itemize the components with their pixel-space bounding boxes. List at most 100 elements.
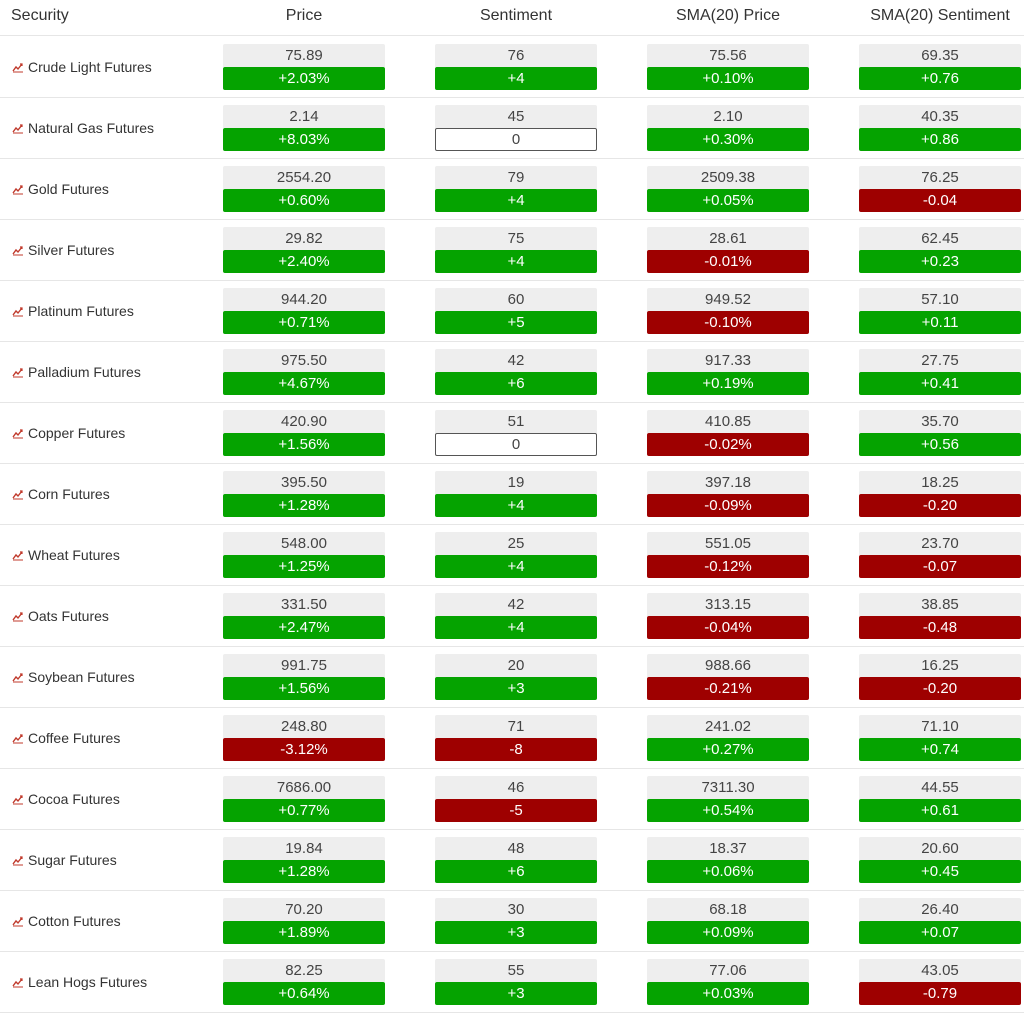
sentiment-value: 46	[435, 776, 597, 799]
header-sentiment[interactable]: Sentiment	[479, 7, 553, 24]
sentiment-change-badge: -8	[435, 738, 597, 761]
sma-sentiment-cell: 18.25 -0.20	[859, 471, 1021, 517]
table-row: Natural Gas Futures 2.14 +8.03% 45 0 2.10 +0.3…	[0, 98, 1024, 159]
security-link[interactable]: Wheat Futures	[12, 547, 120, 565]
security-name: Crude Light Futures	[28, 59, 152, 75]
sentiment-change-badge: +4	[435, 494, 597, 517]
sma-sentiment-cell: 16.25 -0.20	[859, 654, 1021, 700]
sentiment-value: 75	[435, 227, 597, 250]
price-change-badge: +8.03%	[223, 128, 385, 151]
sma-price-value: 68.18	[647, 898, 809, 921]
security-link[interactable]: Silver Futures	[12, 242, 114, 260]
sma-price-cell: 241.02 +0.27%	[647, 715, 809, 761]
sentiment-change-badge: -5	[435, 799, 597, 822]
header-sma-sentiment[interactable]: SMA(20) Sentiment	[870, 7, 1010, 24]
security-link[interactable]: Natural Gas Futures	[12, 120, 154, 138]
sentiment-cell: 45 0	[435, 105, 597, 151]
sma-sentiment-value: 40.35	[859, 105, 1021, 128]
sentiment-value: 55	[435, 959, 597, 982]
security-name: Wheat Futures	[28, 547, 120, 563]
price-change-badge: +1.89%	[223, 921, 385, 944]
price-value: 975.50	[223, 349, 385, 372]
price-change-badge: -3.12%	[223, 738, 385, 761]
security-name: Cotton Futures	[28, 913, 121, 929]
sma-sentiment-change-badge: +0.41	[859, 372, 1021, 395]
sma-price-change-badge: -0.04%	[647, 616, 809, 639]
table-header: Security Price Sentiment SMA(20) Price S…	[0, 0, 1024, 36]
sentiment-cell: 42 +6	[435, 349, 597, 395]
price-change-badge: +0.64%	[223, 982, 385, 1005]
sma-price-change-badge: -0.02%	[647, 433, 809, 456]
sma-sentiment-cell: 35.70 +0.56	[859, 410, 1021, 456]
security-link[interactable]: Soybean Futures	[12, 669, 135, 687]
sentiment-cell: 19 +4	[435, 471, 597, 517]
security-link[interactable]: Crude Light Futures	[12, 59, 152, 77]
sentiment-value: 48	[435, 837, 597, 860]
sma-price-change-badge: +0.05%	[647, 189, 809, 212]
price-change-badge: +0.77%	[223, 799, 385, 822]
price-cell: 2554.20 +0.60%	[223, 166, 385, 212]
security-name: Natural Gas Futures	[28, 120, 155, 136]
header-sma-price[interactable]: SMA(20) Price	[675, 7, 781, 24]
security-link[interactable]: Platinum Futures	[12, 303, 134, 321]
security-link[interactable]: Lean Hogs Futures	[12, 974, 147, 992]
security-link[interactable]: Palladium Futures	[12, 364, 141, 382]
sma-sentiment-change-badge: +0.61	[859, 799, 1021, 822]
price-change-badge: +1.56%	[223, 433, 385, 456]
table-row: Corn Futures 395.50 +1.28% 19 +4 397.18 -0.09%…	[0, 464, 1024, 525]
sma-price-cell: 313.15 -0.04%	[647, 593, 809, 639]
security-link[interactable]: Sugar Futures	[12, 852, 117, 870]
chart-line-icon	[12, 364, 28, 380]
chart-line-icon	[12, 730, 28, 746]
price-value: 7686.00	[223, 776, 385, 799]
chart-line-icon	[12, 669, 28, 685]
security-link[interactable]: Coffee Futures	[12, 730, 120, 748]
security-name: Gold Futures	[28, 181, 109, 197]
sma-price-value: 2.10	[647, 105, 809, 128]
sentiment-change-badge: +4	[435, 250, 597, 273]
sma-price-change-badge: -0.21%	[647, 677, 809, 700]
sma-sentiment-cell: 26.40 +0.07	[859, 898, 1021, 944]
sentiment-value: 20	[435, 654, 597, 677]
sentiment-change-badge: +6	[435, 372, 597, 395]
sentiment-value: 42	[435, 349, 597, 372]
sentiment-cell: 71 -8	[435, 715, 597, 761]
table-row: Wheat Futures 548.00 +1.25% 25 +4 551.05 -0.12…	[0, 525, 1024, 586]
chart-line-icon	[12, 120, 28, 136]
security-link[interactable]: Cocoa Futures	[12, 791, 120, 809]
sentiment-cell: 60 +5	[435, 288, 597, 334]
sma-sentiment-cell: 76.25 -0.04	[859, 166, 1021, 212]
price-cell: 19.84 +1.28%	[223, 837, 385, 883]
sma-price-change-badge: +0.03%	[647, 982, 809, 1005]
table-row: Copper Futures 420.90 +1.56% 51 0 410.85 -0.02…	[0, 403, 1024, 464]
chart-line-icon	[12, 242, 28, 258]
security-link[interactable]: Copper Futures	[12, 425, 125, 443]
price-change-badge: +0.60%	[223, 189, 385, 212]
price-value: 19.84	[223, 837, 385, 860]
security-name: Copper Futures	[28, 425, 126, 441]
header-security[interactable]: Security	[11, 7, 69, 24]
table-row: Cocoa Futures 7686.00 +0.77% 46 -5 7311.30 +0.…	[0, 769, 1024, 830]
price-value: 70.20	[223, 898, 385, 921]
security-link[interactable]: Cotton Futures	[12, 913, 121, 931]
sma-price-change-badge: -0.12%	[647, 555, 809, 578]
sma-price-cell: 988.66 -0.21%	[647, 654, 809, 700]
sma-sentiment-change-badge: +0.23	[859, 250, 1021, 273]
header-price[interactable]: Price	[285, 7, 323, 24]
sentiment-cell: 79 +4	[435, 166, 597, 212]
security-name: Platinum Futures	[28, 303, 134, 319]
security-name: Lean Hogs Futures	[28, 974, 148, 990]
sma-sentiment-value: 44.55	[859, 776, 1021, 799]
security-link[interactable]: Corn Futures	[12, 486, 110, 504]
sma-sentiment-cell: 57.10 +0.11	[859, 288, 1021, 334]
sma-price-value: 949.52	[647, 288, 809, 311]
sentiment-value: 30	[435, 898, 597, 921]
security-link[interactable]: Oats Futures	[12, 608, 109, 626]
sentiment-change-badge: +3	[435, 921, 597, 944]
price-cell: 29.82 +2.40%	[223, 227, 385, 273]
sentiment-cell: 25 +4	[435, 532, 597, 578]
sentiment-cell: 76 +4	[435, 44, 597, 90]
chart-line-icon	[12, 913, 28, 929]
security-link[interactable]: Gold Futures	[12, 181, 109, 199]
sma-price-change-badge: -0.09%	[647, 494, 809, 517]
